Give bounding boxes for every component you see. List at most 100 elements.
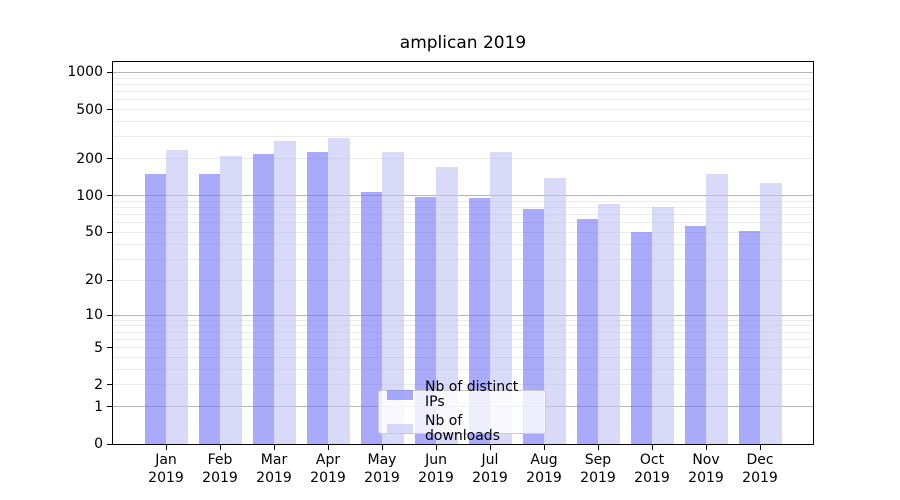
gridline-minor xyxy=(113,136,813,138)
x-tick-mark xyxy=(381,445,383,450)
y-tick-label: 1000 xyxy=(67,64,103,81)
x-tick-mark xyxy=(327,445,329,450)
gridline-minor xyxy=(113,258,813,260)
x-tick-mark xyxy=(435,445,437,450)
y-tick-label: 5 xyxy=(94,339,103,356)
gridline-major xyxy=(113,195,813,197)
x-tick-mark xyxy=(705,445,707,450)
gridline-minor xyxy=(113,91,813,92)
bar-distinct-ips xyxy=(738,231,760,444)
x-tick-label: Jan 2019 xyxy=(148,452,184,486)
gridline-minor xyxy=(113,77,813,79)
x-tick-mark xyxy=(273,445,275,450)
bar-distinct-ips xyxy=(630,232,652,444)
legend-entry-downloads: Nb of downloads xyxy=(387,414,537,444)
bar-downloads xyxy=(166,150,188,444)
gridline-minor xyxy=(113,368,813,370)
y-tick-mark xyxy=(107,384,113,386)
gridline-minor xyxy=(113,207,813,209)
x-tick-mark xyxy=(165,445,167,450)
gridline-minor xyxy=(113,83,813,85)
bar-distinct-ips xyxy=(414,197,436,444)
x-tick-label: May 2019 xyxy=(364,452,400,486)
gridline-minor xyxy=(113,200,813,202)
y-tick-label: 2 xyxy=(94,376,103,393)
bar-downloads xyxy=(706,174,728,444)
x-tick-label: Apr 2019 xyxy=(310,452,346,486)
x-tick-label: Oct 2019 xyxy=(634,452,670,486)
x-tick-label: Sep 2019 xyxy=(580,452,616,486)
bar-distinct-ips xyxy=(576,219,598,444)
y-tick-mark xyxy=(107,71,113,73)
gridline-minor xyxy=(113,331,813,333)
x-tick-mark xyxy=(651,445,653,450)
bar-downloads xyxy=(328,138,350,444)
bar-distinct-ips xyxy=(144,174,166,444)
gridline-minor xyxy=(113,99,813,101)
bar-downloads xyxy=(274,140,296,444)
gridline-major xyxy=(113,314,813,316)
x-tick-mark xyxy=(543,445,545,450)
bar-distinct-ips xyxy=(306,151,328,444)
x-tick-label: Aug 2019 xyxy=(526,452,562,486)
gridline-minor xyxy=(113,109,813,111)
y-tick-mark xyxy=(107,195,113,197)
gridline-minor xyxy=(113,158,813,160)
x-tick-mark xyxy=(759,445,761,450)
y-tick-label: 20 xyxy=(85,272,103,289)
bar-downloads xyxy=(436,167,458,444)
x-tick-mark xyxy=(219,445,221,450)
x-tick-mark xyxy=(597,445,599,450)
x-tick-label: Dec 2019 xyxy=(742,452,778,486)
bar-downloads xyxy=(490,151,512,444)
bar-downloads xyxy=(598,203,620,444)
gridline-minor xyxy=(113,231,813,233)
y-tick-mark xyxy=(107,279,113,281)
gridline-major xyxy=(113,71,813,73)
bar-distinct-ips xyxy=(252,154,274,444)
x-tick-mark xyxy=(489,445,491,450)
bar-distinct-ips xyxy=(684,225,706,444)
gridline-minor xyxy=(113,279,813,281)
bar-distinct-ips xyxy=(198,173,220,444)
y-tick-mark xyxy=(107,231,113,233)
legend-label-distinct-ips: Nb of distinct IPs xyxy=(425,379,519,410)
gridline-minor xyxy=(113,338,813,340)
legend-entry-distinct-ips: Nb of distinct IPs xyxy=(387,380,537,410)
legend: Nb of distinct IPs Nb of downloads xyxy=(378,380,546,444)
y-tick-label: 50 xyxy=(85,224,103,241)
gridline-minor xyxy=(113,222,813,224)
y-tick-label: 0 xyxy=(94,436,103,452)
x-tick-label: Mar 2019 xyxy=(256,452,292,486)
legend-swatch-distinct-ips xyxy=(387,390,413,400)
gridline-minor xyxy=(113,384,813,386)
gridline-minor xyxy=(113,214,813,216)
bar-downloads xyxy=(760,182,782,444)
y-tick-mark xyxy=(107,443,113,445)
gridline-minor xyxy=(113,243,813,245)
gridline-minor xyxy=(113,325,813,327)
x-tick-label: Jun 2019 xyxy=(418,452,454,486)
x-tick-label: Feb 2019 xyxy=(202,452,238,486)
gridline-minor xyxy=(113,356,813,358)
y-tick-mark xyxy=(107,406,113,408)
y-tick-mark xyxy=(107,158,113,160)
bar-distinct-ips xyxy=(468,197,490,444)
bar-downloads xyxy=(382,152,404,444)
y-tick-mark xyxy=(107,109,113,111)
y-tick-mark xyxy=(107,314,113,316)
y-tick-label: 1 xyxy=(94,398,103,415)
y-tick-label: 10 xyxy=(85,307,103,323)
legend-swatch-downloads xyxy=(387,424,413,434)
bar-downloads xyxy=(544,177,566,444)
y-tick-label: 200 xyxy=(76,150,103,167)
y-tick-label: 500 xyxy=(76,101,103,118)
gridline-minor xyxy=(113,319,813,321)
chart-title: amplican 2019 xyxy=(399,33,527,53)
x-tick-label: Jul 2019 xyxy=(472,452,508,486)
legend-label-downloads: Nb of downloads xyxy=(425,413,500,444)
y-tick-mark xyxy=(107,347,113,349)
bar-downloads xyxy=(220,156,242,444)
y-tick-label: 100 xyxy=(76,187,103,204)
